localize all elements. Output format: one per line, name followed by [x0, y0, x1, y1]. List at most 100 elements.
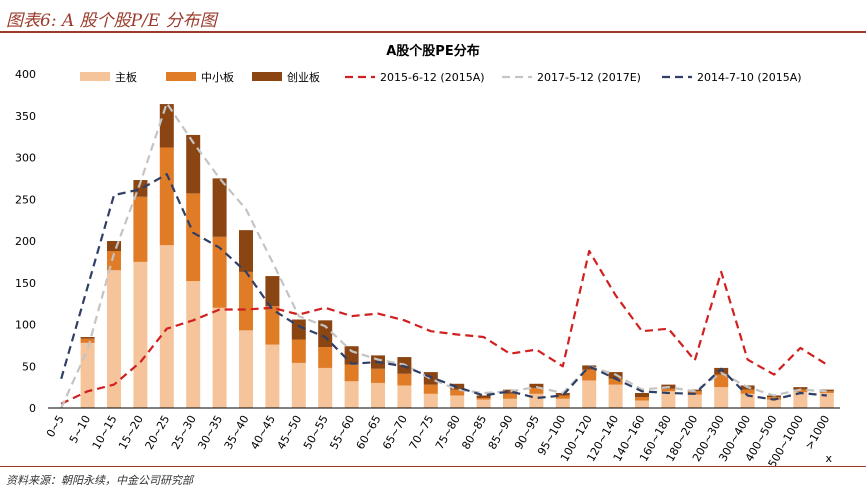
footer-divider [0, 466, 866, 467]
x-tick-label: 20~25 [143, 413, 173, 452]
y-tick-label: 200 [15, 235, 36, 248]
bar [239, 230, 253, 272]
bar [186, 193, 201, 282]
bar [608, 384, 623, 408]
x-tick-label: 80~85 [459, 413, 489, 452]
figure-title: 图表6: A 股个股P/E 分布图 [6, 11, 217, 31]
bar [476, 399, 491, 408]
x-axis: 0~5 5~1010~1515~2020~2525~3030~3535~4040~… [44, 407, 840, 466]
series-line [60, 173, 827, 401]
figure-header: 图表6: A 股个股P/E 分布图 [0, 0, 866, 34]
x-tick-label: 10~15 [90, 413, 120, 452]
bar [714, 387, 729, 408]
bar [133, 261, 148, 408]
x-tick-label: 55~60 [327, 413, 357, 452]
bar [555, 395, 570, 399]
x-tick-label: 40~45 [248, 413, 278, 452]
x-tick-label: 0~5 [44, 413, 67, 440]
bar [107, 270, 121, 408]
bar [371, 382, 385, 408]
bar [529, 387, 544, 394]
line-series [60, 102, 828, 409]
bar [80, 338, 95, 343]
source-note: 资料来源：朝阳永续，中金公司研究部 [6, 474, 193, 487]
chart-legend: 主板 中小板 创业板 2015-6-12 (2015A) 2017-5-12 (2017… [80, 70, 802, 84]
bar [714, 374, 729, 388]
x-tick-label: 15~20 [116, 413, 146, 452]
bar [133, 196, 148, 262]
x-tick-label: 30~35 [195, 413, 225, 452]
x-tick-label: 65~70 [380, 413, 410, 452]
bar [740, 389, 755, 394]
x-tick-label: 25~30 [169, 413, 199, 452]
bar [397, 385, 412, 408]
bar [291, 339, 306, 363]
bar [397, 373, 412, 386]
y-tick-label: 100 [15, 319, 36, 332]
bar [212, 307, 227, 408]
series-line [60, 102, 827, 409]
bar [740, 393, 755, 408]
y-tick-label: 0 [29, 402, 36, 415]
bar [450, 395, 465, 408]
legend-label: 2014-7-10 (2015A) [697, 71, 802, 84]
legend-swatch [166, 72, 196, 81]
bar [344, 381, 359, 408]
pe-distribution-chart: A股个股PE分布 主板 中小板 创业板 2015-6-12 (2015A) 2017-5… [15, 43, 840, 466]
bar [503, 398, 517, 408]
bar [265, 306, 280, 345]
bar [291, 362, 306, 408]
bar [159, 104, 174, 148]
x-tick-label: 60~65 [354, 413, 384, 452]
bar [767, 397, 781, 400]
bar [503, 393, 517, 399]
legend-swatch [80, 72, 110, 81]
bar [212, 236, 227, 308]
bar [344, 364, 359, 382]
y-axis: 0 50 100 150 200 250 300 350 400 [15, 68, 36, 415]
y-tick-label: 250 [15, 193, 36, 206]
x-tick-label: 70~75 [407, 413, 437, 452]
y-tick-label: 300 [15, 152, 36, 165]
bar [476, 397, 491, 400]
bar [265, 276, 280, 307]
bar [186, 134, 201, 194]
bar [265, 344, 280, 408]
legend-label: 2017-5-12 (2017E) [537, 71, 641, 84]
bar [212, 178, 227, 237]
legend-swatch [252, 72, 282, 81]
x-tick-label: 75~80 [433, 413, 463, 452]
chart-title: A股个股PE分布 [386, 43, 479, 59]
bar [159, 245, 174, 408]
bar [635, 400, 649, 408]
bar [371, 368, 385, 383]
series-line [60, 249, 828, 405]
legend-label: 中小板 [201, 70, 234, 84]
bar [793, 387, 808, 390]
bar [582, 380, 597, 408]
bar [661, 388, 676, 392]
bar [635, 392, 649, 398]
bar [423, 384, 438, 394]
x-tick-label: 35~40 [222, 413, 252, 452]
legend-label: 创业板 [287, 70, 320, 84]
bar [635, 397, 649, 401]
legend-label: 主板 [115, 70, 137, 84]
bar [186, 281, 201, 408]
bar [80, 337, 95, 339]
x-tick-label: 85~90 [486, 413, 516, 452]
bar [107, 251, 121, 271]
bar [714, 367, 729, 375]
bar [318, 320, 333, 348]
bar [819, 391, 834, 393]
x-axis-label: x [826, 452, 833, 465]
bar [423, 393, 438, 408]
bar [819, 392, 834, 408]
bar [450, 389, 465, 396]
bar [239, 271, 253, 331]
bar [80, 342, 95, 408]
bar-series [80, 104, 834, 408]
bar [608, 378, 623, 385]
bar [555, 398, 570, 408]
y-tick-label: 350 [15, 110, 36, 123]
